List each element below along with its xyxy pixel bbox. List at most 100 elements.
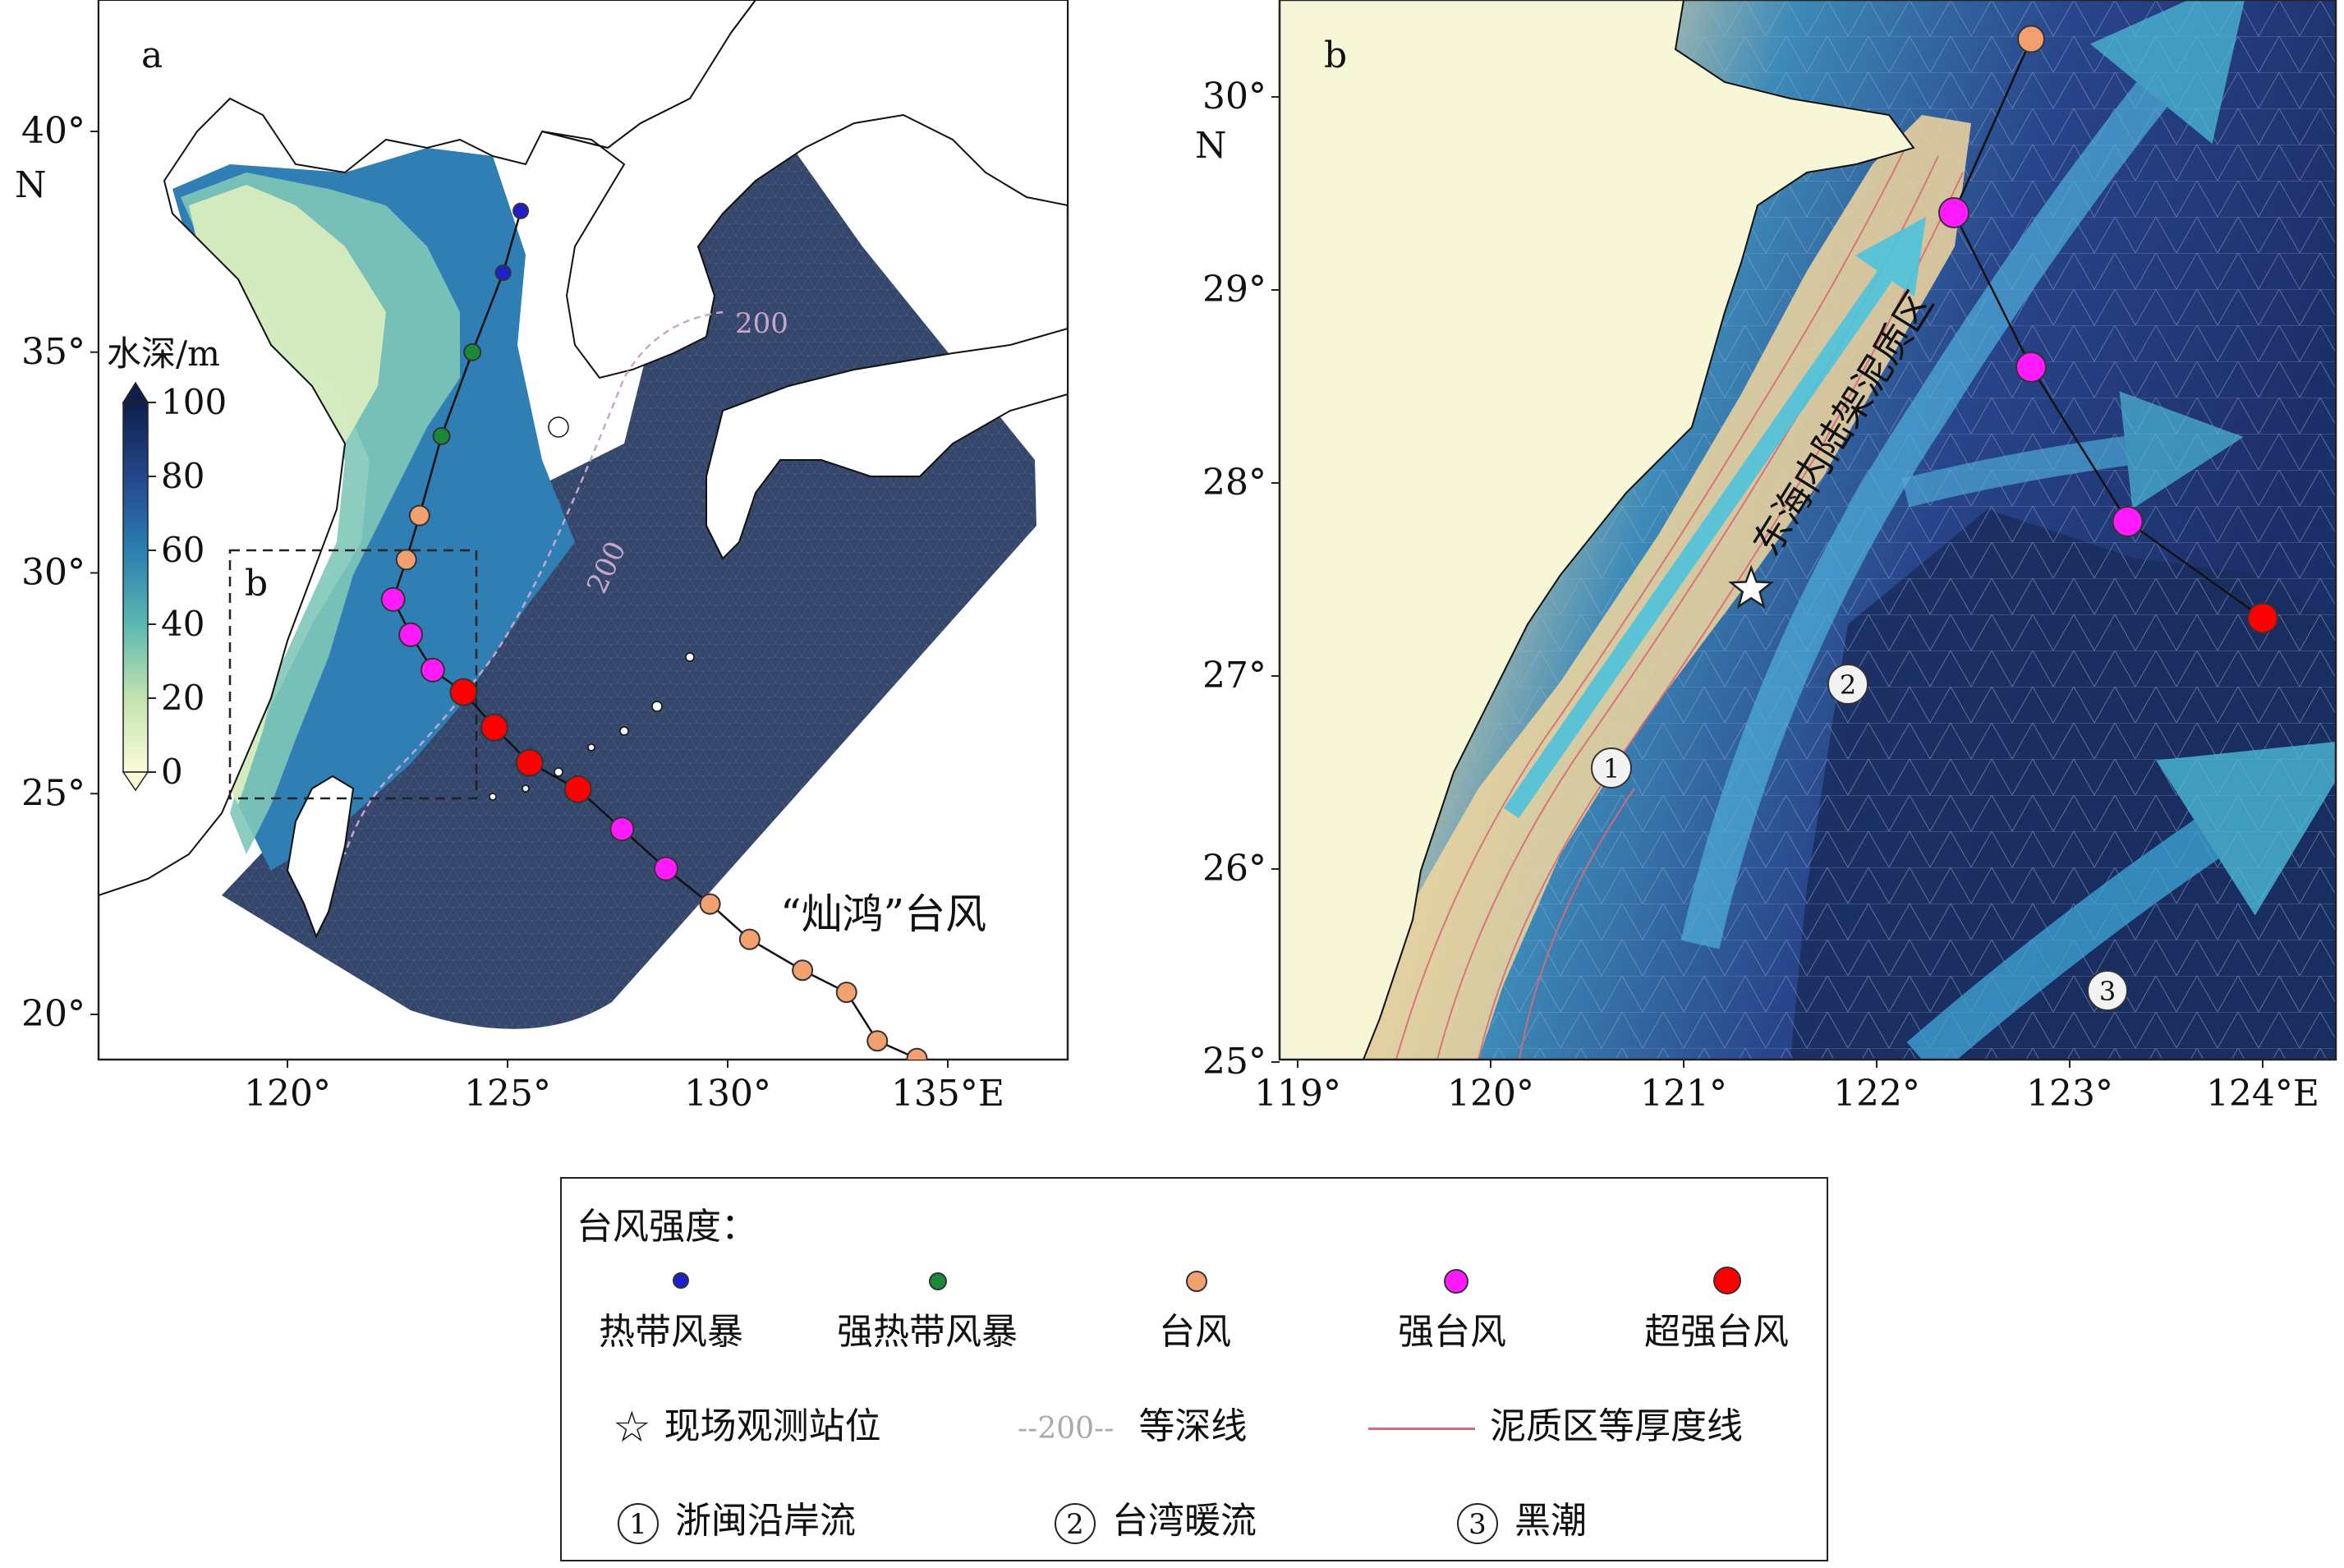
track-a-point-8 <box>420 657 445 683</box>
axisAy-tick-2: 30° <box>21 552 85 594</box>
track-a-point-16 <box>738 928 761 950</box>
panel-a-label: a <box>141 34 163 76</box>
axisBy-tick-3: 27° <box>1202 655 1266 697</box>
legend-dot-super-typhoon-strong <box>1713 1267 1741 1294</box>
colorbar-tick-1: 80 <box>161 456 205 496</box>
typhoon-track-a-points <box>380 202 928 1060</box>
legend-label-severe-tropical-storm: 强热带风暴 <box>837 1311 1018 1353</box>
track-a-point-7 <box>398 622 424 647</box>
svg-text:2: 2 <box>1840 669 1856 701</box>
legend-mud-isopach: 泥质区等厚度线 <box>1368 1396 1743 1449</box>
track-a-point-5 <box>395 549 417 571</box>
axisAy-tick-3: 25° <box>21 772 85 814</box>
panel-b-label: b <box>1324 34 1347 76</box>
axisBy-tick-4: 26° <box>1202 848 1266 890</box>
legend-station: ☆ 现场观测站位 <box>613 1403 881 1452</box>
track-a-point-9 <box>449 678 478 706</box>
axisBx-tick-5: 124°E <box>2206 1073 2319 1115</box>
legend-dot-severe-tropical-storm <box>929 1272 947 1290</box>
track-a-point-14 <box>653 856 678 881</box>
track-a-point-20 <box>906 1047 928 1060</box>
panel-a-map: 200 200 <box>99 0 1068 1060</box>
legend: 台风强度： 热带风暴 强热带风暴 台风 强台风 超强台风 ☆ 现场观测站位 --2… <box>560 1177 1828 1561</box>
track-a-point-18 <box>835 982 857 1004</box>
axisBy-tick-0: 30° <box>1202 76 1266 117</box>
track-a-point-17 <box>792 959 814 982</box>
typhoon-name: “灿鸿”台风 <box>780 890 986 938</box>
isobath-dash-icon: --200-- <box>1018 1412 1115 1446</box>
svg-text:1: 1 <box>1603 753 1620 784</box>
china-coast-b <box>1280 0 1915 1060</box>
current-arrow-1 <box>1503 216 1927 819</box>
current-marker-3: 3 <box>2087 970 2128 1011</box>
colorbar-bar <box>122 402 149 773</box>
colorbar-tick-2: 60 <box>161 530 205 570</box>
inset-box <box>228 549 478 800</box>
current-marker-1: 1 <box>1591 747 1632 789</box>
axisAy-tick-4: 20° <box>21 993 85 1035</box>
axisBy-tick-2: 28° <box>1202 462 1266 504</box>
axisBx-tick-3: 122° <box>1833 1073 1920 1115</box>
legend-label-super-typhoon: 超强台风 <box>1644 1311 1789 1353</box>
colorbar-ticks: 100 80 60 40 20 0 <box>148 382 227 792</box>
japan-land <box>705 327 1068 560</box>
legend-label-typhoon: 台风 <box>1159 1311 1231 1353</box>
track-a-point-15 <box>699 893 721 915</box>
track-b-point-3 <box>2112 506 2144 537</box>
legend-current-1: 1 浙闽沿岸流 <box>618 1491 856 1544</box>
track-a-point-11 <box>515 748 544 777</box>
current-arrow-3 <box>1906 738 2336 1060</box>
axisBx-tick-2: 121° <box>1640 1073 1727 1115</box>
track-a-point-19 <box>866 1030 889 1052</box>
panel-a-y-axis: 40° 35° 30° 25° 20° <box>21 110 99 1035</box>
current-1-icon: 1 <box>618 1502 659 1544</box>
colorbar-tick-5: 0 <box>161 752 183 792</box>
track-a-point-6 <box>380 586 406 612</box>
colorbar-tick-0: 100 <box>161 382 227 422</box>
legend-dot-tropical-storm <box>673 1272 689 1289</box>
track-b-point-0 <box>2017 25 2045 53</box>
panel-b-y-axis: 30° 29° 28° 27° 26° 25° <box>1202 76 1280 1083</box>
korea-land <box>541 0 1068 379</box>
track-a-point-0 <box>512 202 530 219</box>
legend-current-2: 2 台湾暖流 <box>1055 1491 1257 1544</box>
axisAx-tick-0: 120° <box>244 1073 331 1115</box>
current-marker-2: 2 <box>1827 664 1868 705</box>
track-a-point-10 <box>480 713 508 742</box>
axisBx-tick-1: 120° <box>1447 1073 1534 1115</box>
track-a-point-3 <box>432 426 451 445</box>
axisAy-tick-1: 35° <box>21 331 85 373</box>
station-star-icon: ☆ <box>613 1403 651 1452</box>
track-a-point-4 <box>408 504 430 526</box>
legend-current-3: 3 黑潮 <box>1457 1491 1587 1544</box>
track-a-point-13 <box>609 816 635 842</box>
current-arrow-2 <box>1680 0 2251 950</box>
isopach-line-icon <box>1368 1428 1475 1430</box>
panel-b: 东海内陆架泥质区 1 2 3 b 30°29°28°27°26°25° N 11… <box>1195 0 2337 1115</box>
svg-text:3: 3 <box>2099 976 2116 1007</box>
track-b-point-4 <box>2247 602 2278 634</box>
legend-title: 台风强度： <box>577 1206 757 1248</box>
axisBx-tick-4: 123° <box>2026 1073 2113 1115</box>
axisBy-tick-5: 25° <box>1202 1041 1266 1083</box>
legend-dot-super-typhoon <box>1444 1269 1468 1294</box>
typhoon-track-b-points <box>1938 25 2278 634</box>
legend-label-tropical-storm: 热带风暴 <box>599 1311 743 1353</box>
contour-label-1: 200 <box>735 307 788 340</box>
axisBx-tick-0: 119° <box>1254 1073 1341 1115</box>
current-arrow-2b <box>1901 391 2244 509</box>
colorbar-tick-4: 20 <box>161 678 205 718</box>
panel-b-map: 东海内陆架泥质区 1 2 3 <box>1280 0 2336 1060</box>
axisAx-tick-3: 135°E <box>891 1073 1004 1115</box>
track-a-point-1 <box>494 264 512 281</box>
legend-label-strong-typhoon: 强台风 <box>1398 1311 1506 1353</box>
legend-dot-typhoon <box>1186 1271 1207 1292</box>
colorbar <box>122 381 149 792</box>
panel-b-y-unit: N <box>1195 125 1227 167</box>
colorbar-title: 水深/m <box>107 333 220 374</box>
track-b-point-1 <box>1938 197 1969 228</box>
current-3-icon: 3 <box>1457 1502 1498 1544</box>
axisAx-tick-2: 130° <box>684 1073 771 1115</box>
